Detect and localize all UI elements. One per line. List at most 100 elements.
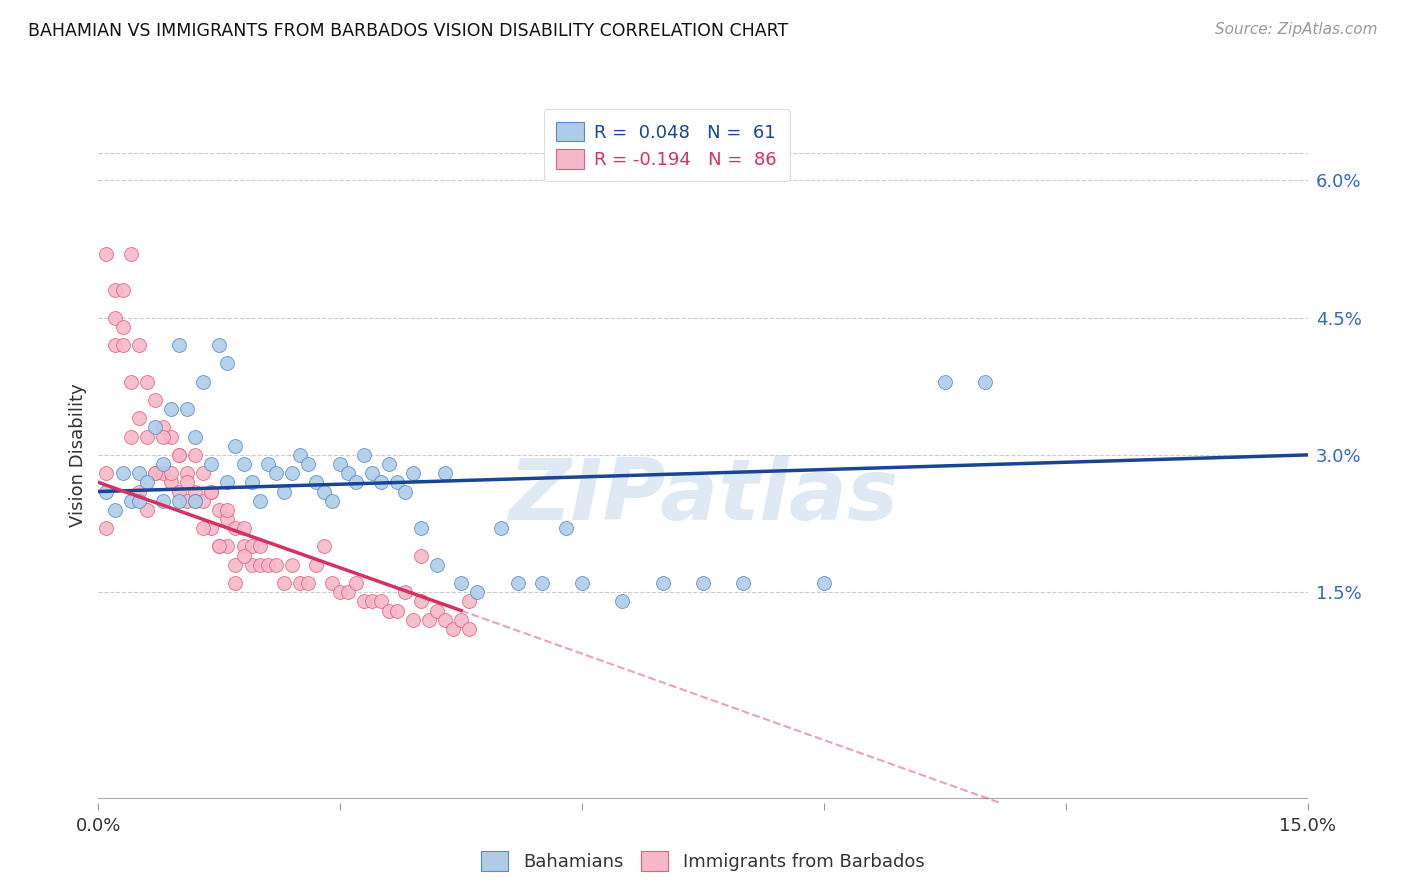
Point xyxy=(297,576,319,591)
Point xyxy=(426,558,449,572)
Point xyxy=(329,585,352,599)
Point xyxy=(217,356,239,370)
Point xyxy=(224,576,246,591)
Point xyxy=(450,576,472,591)
Point xyxy=(692,576,714,591)
Point xyxy=(458,594,481,608)
Point xyxy=(184,429,207,443)
Point xyxy=(96,467,118,481)
Point xyxy=(152,457,174,471)
Point xyxy=(273,576,295,591)
Text: BAHAMIAN VS IMMIGRANTS FROM BARBADOS VISION DISABILITY CORRELATION CHART: BAHAMIAN VS IMMIGRANTS FROM BARBADOS VIS… xyxy=(28,22,789,40)
Point xyxy=(434,613,457,627)
Point xyxy=(329,457,352,471)
Point xyxy=(200,521,222,535)
Point xyxy=(160,429,183,443)
Point xyxy=(394,585,416,599)
Point xyxy=(217,540,239,554)
Point xyxy=(103,310,125,325)
Point xyxy=(152,493,174,508)
Point xyxy=(418,613,440,627)
Point xyxy=(160,467,183,481)
Point xyxy=(344,576,367,591)
Point xyxy=(491,521,513,535)
Point xyxy=(465,585,488,599)
Point xyxy=(167,493,190,508)
Point xyxy=(193,375,215,389)
Point xyxy=(361,467,384,481)
Point xyxy=(152,429,174,443)
Point xyxy=(450,613,472,627)
Point xyxy=(232,521,254,535)
Point xyxy=(96,521,118,535)
Point xyxy=(200,484,222,499)
Point xyxy=(305,475,328,490)
Point xyxy=(361,594,384,608)
Point xyxy=(160,475,183,490)
Point xyxy=(184,493,207,508)
Point xyxy=(167,338,190,352)
Point xyxy=(353,448,375,462)
Point xyxy=(377,603,399,617)
Point xyxy=(281,467,304,481)
Point xyxy=(208,338,231,352)
Point xyxy=(249,493,271,508)
Point xyxy=(176,467,198,481)
Point xyxy=(264,467,287,481)
Point xyxy=(128,467,150,481)
Point xyxy=(111,467,134,481)
Point xyxy=(249,540,271,554)
Point xyxy=(135,429,157,443)
Point xyxy=(143,392,166,407)
Point xyxy=(208,503,231,517)
Point xyxy=(555,521,578,535)
Point xyxy=(135,503,157,517)
Point xyxy=(934,375,956,389)
Point xyxy=(506,576,529,591)
Point xyxy=(167,448,190,462)
Point xyxy=(305,558,328,572)
Point xyxy=(103,338,125,352)
Point xyxy=(385,475,408,490)
Point xyxy=(208,540,231,554)
Point xyxy=(232,549,254,563)
Point xyxy=(402,467,425,481)
Point xyxy=(152,467,174,481)
Point xyxy=(232,457,254,471)
Point xyxy=(426,603,449,617)
Point xyxy=(103,503,125,517)
Point xyxy=(152,420,174,434)
Point xyxy=(813,576,835,591)
Point xyxy=(240,540,263,554)
Point xyxy=(297,457,319,471)
Point xyxy=(651,576,673,591)
Legend: Bahamians, Immigrants from Barbados: Bahamians, Immigrants from Barbados xyxy=(474,844,932,879)
Point xyxy=(143,420,166,434)
Point xyxy=(530,576,553,591)
Point xyxy=(111,283,134,297)
Point xyxy=(314,540,336,554)
Point xyxy=(288,448,311,462)
Point xyxy=(288,576,311,591)
Point xyxy=(337,467,360,481)
Point xyxy=(120,375,142,389)
Text: ZIPatlas: ZIPatlas xyxy=(508,455,898,538)
Point xyxy=(103,283,125,297)
Point xyxy=(370,594,392,608)
Point xyxy=(224,521,246,535)
Point xyxy=(224,439,246,453)
Point xyxy=(160,402,183,417)
Point xyxy=(120,493,142,508)
Point xyxy=(120,429,142,443)
Point xyxy=(167,484,190,499)
Point xyxy=(394,484,416,499)
Point xyxy=(409,549,432,563)
Point xyxy=(612,594,634,608)
Point xyxy=(344,475,367,490)
Point xyxy=(120,246,142,260)
Point xyxy=(217,475,239,490)
Point xyxy=(135,375,157,389)
Point xyxy=(176,402,198,417)
Point xyxy=(217,503,239,517)
Point xyxy=(193,467,215,481)
